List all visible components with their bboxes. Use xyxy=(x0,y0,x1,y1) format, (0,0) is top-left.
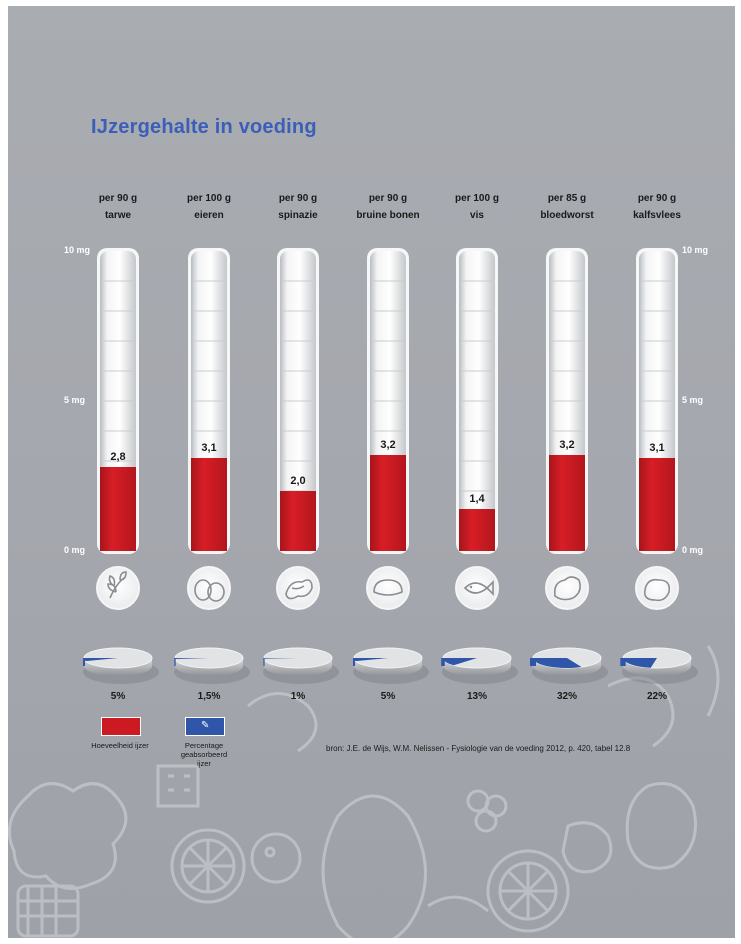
percentage-label: 5% xyxy=(110,691,126,702)
percentage-label: 13% xyxy=(466,691,487,702)
blood-sausage-icon xyxy=(545,566,589,610)
percentage-slice xyxy=(443,658,477,666)
legend-swatch-iron xyxy=(101,717,141,736)
spinach-icon xyxy=(276,566,320,610)
category-label-line1: per 90 g xyxy=(637,193,677,204)
percentage-slice xyxy=(84,658,118,662)
value-label: 2,8 xyxy=(110,451,126,463)
wheat-icon xyxy=(96,566,140,610)
percentage-slice xyxy=(264,658,298,659)
category-label-line1: per 90 g xyxy=(278,193,318,204)
legend-swatch-percentage: ✎ xyxy=(185,717,225,736)
value-label: 3,1 xyxy=(201,442,217,454)
percentage-label: 22% xyxy=(646,691,667,702)
value-bar xyxy=(639,458,675,551)
value-label: 3,2 xyxy=(559,439,575,451)
percentage-label: 1,5% xyxy=(197,691,221,702)
absorption-pie xyxy=(263,647,339,684)
percentage-slice xyxy=(175,658,209,659)
absorption-pie xyxy=(174,647,250,684)
category-label-line1: per 90 g xyxy=(368,193,408,204)
percentage-label: 32% xyxy=(556,691,577,702)
absorption-pie xyxy=(530,647,608,684)
percentage-label: 1% xyxy=(290,691,306,702)
value-label: 3,2 xyxy=(380,439,396,451)
y-tick-label-right: 5 mg xyxy=(682,395,704,405)
fish-icon xyxy=(455,566,499,610)
y-tick-label-left: 10 mg xyxy=(64,245,91,255)
category-label-line1: per 100 g xyxy=(455,193,499,204)
value-bar xyxy=(191,458,227,551)
food-doodle-background xyxy=(8,645,720,938)
veal-icon xyxy=(635,566,679,610)
percentage-label: 5% xyxy=(380,691,396,702)
value-bar xyxy=(370,455,406,551)
category-label-line2: spinazie xyxy=(278,210,318,221)
category-label-line2: tarwe xyxy=(104,210,132,221)
category-label-line2: vis xyxy=(470,210,484,221)
value-label: 2,0 xyxy=(290,475,306,487)
y-tick-label-left: 5 mg xyxy=(64,395,86,405)
category-label-line1: per 85 g xyxy=(547,193,587,204)
legend-label-percentage: Percentage geabsorbeerd ijzer xyxy=(180,741,228,768)
eggs-icon xyxy=(187,566,231,610)
y-tick-label-right: 0 mg xyxy=(682,545,704,555)
percentage-slice xyxy=(354,658,388,662)
value-bar xyxy=(280,491,316,551)
category-label-line1: per 100 g xyxy=(187,193,231,204)
beans-icon xyxy=(366,566,410,610)
y-tick-label-left: 0 mg xyxy=(64,545,86,555)
value-bar xyxy=(100,467,136,551)
category-label-line1: per 90 g xyxy=(98,193,138,204)
absorption-pie xyxy=(83,647,159,684)
percentage-slice xyxy=(533,658,582,669)
category-label-line2: eieren xyxy=(194,210,224,221)
category-label-line2: bloedworst xyxy=(540,210,594,221)
value-bar xyxy=(549,455,585,551)
absorption-pie xyxy=(620,647,698,684)
infographic-poster: IJzergehalte in voeding xyxy=(8,6,735,938)
category-label-line2: kalfsvlees xyxy=(633,210,681,221)
value-bar xyxy=(459,509,495,551)
chart-title: IJzergehalte in voeding xyxy=(91,116,317,138)
percentage-slice xyxy=(623,658,657,668)
legend-label-iron: Hoeveelheid ijzer xyxy=(91,741,149,750)
absorption-pie xyxy=(441,647,518,684)
category-label-line2: bruine bonen xyxy=(356,210,420,221)
value-label: 1,4 xyxy=(469,493,485,505)
legend-swatch-glyph: ✎ xyxy=(201,720,210,731)
y-tick-label-right: 10 mg xyxy=(682,245,709,255)
source-note: bron: J.E. de Wijs, W.M. Nelissen - Fysi… xyxy=(326,744,631,753)
value-label: 3,1 xyxy=(649,442,665,454)
absorption-pie xyxy=(353,647,429,684)
iron-chart xyxy=(83,248,698,684)
